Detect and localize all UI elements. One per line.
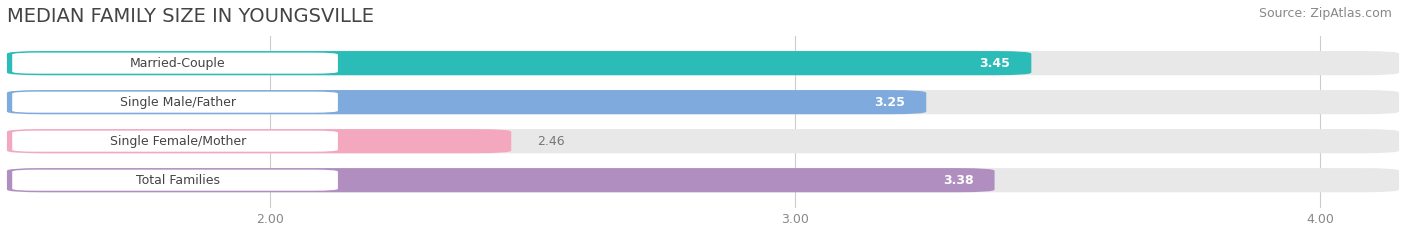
Text: MEDIAN FAMILY SIZE IN YOUNGSVILLE: MEDIAN FAMILY SIZE IN YOUNGSVILLE — [7, 7, 374, 26]
Text: 3.25: 3.25 — [875, 96, 905, 109]
Text: Married-Couple: Married-Couple — [129, 57, 225, 70]
Text: 3.38: 3.38 — [943, 174, 973, 187]
FancyBboxPatch shape — [7, 51, 1399, 75]
FancyBboxPatch shape — [13, 170, 337, 191]
FancyBboxPatch shape — [7, 129, 1399, 153]
Text: Single Male/Father: Single Male/Father — [120, 96, 236, 109]
Text: 3.45: 3.45 — [980, 57, 1011, 70]
FancyBboxPatch shape — [7, 168, 1399, 192]
Text: Total Families: Total Families — [135, 174, 219, 187]
Text: Single Female/Mother: Single Female/Mother — [110, 135, 246, 148]
FancyBboxPatch shape — [13, 131, 337, 152]
FancyBboxPatch shape — [7, 90, 927, 114]
FancyBboxPatch shape — [7, 168, 994, 192]
Text: 2.46: 2.46 — [537, 135, 565, 148]
FancyBboxPatch shape — [7, 129, 512, 153]
FancyBboxPatch shape — [7, 90, 1399, 114]
Text: Source: ZipAtlas.com: Source: ZipAtlas.com — [1258, 7, 1392, 20]
FancyBboxPatch shape — [13, 92, 337, 113]
FancyBboxPatch shape — [7, 51, 1032, 75]
FancyBboxPatch shape — [13, 53, 337, 74]
